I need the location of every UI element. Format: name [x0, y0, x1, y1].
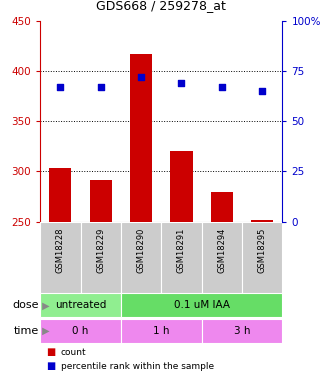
Text: ▶: ▶ [39, 326, 49, 336]
Text: percentile rank within the sample: percentile rank within the sample [61, 362, 214, 370]
Point [179, 80, 184, 86]
Bar [202, 222, 242, 293]
Bar [121, 293, 282, 318]
Point [58, 84, 63, 90]
Point [219, 84, 224, 90]
Text: time: time [13, 326, 39, 336]
Bar [161, 222, 202, 293]
Text: 1 h: 1 h [153, 326, 169, 336]
Text: dose: dose [12, 300, 39, 310]
Text: ■: ■ [47, 361, 56, 371]
Bar [40, 318, 121, 343]
Text: GSM18291: GSM18291 [177, 227, 186, 273]
Bar [202, 318, 282, 343]
Text: ■: ■ [47, 347, 56, 357]
Text: GSM18290: GSM18290 [137, 227, 146, 273]
Bar [242, 222, 282, 293]
Text: count: count [61, 348, 87, 357]
Point [139, 74, 144, 80]
Text: untreated: untreated [55, 300, 106, 310]
Text: 0.1 uM IAA: 0.1 uM IAA [174, 300, 230, 310]
Bar [81, 222, 121, 293]
Text: GSM18228: GSM18228 [56, 227, 65, 273]
Text: 0 h: 0 h [72, 326, 89, 336]
Point [98, 84, 103, 90]
Bar [121, 222, 161, 293]
Bar [40, 222, 81, 293]
Text: GSM18295: GSM18295 [258, 227, 267, 273]
Bar [170, 152, 193, 222]
Text: GSM18229: GSM18229 [96, 227, 105, 273]
Text: GSM18294: GSM18294 [217, 227, 226, 273]
Point [260, 88, 265, 94]
Bar [40, 293, 121, 318]
Bar [251, 220, 273, 222]
Text: 3 h: 3 h [234, 326, 250, 336]
Bar [130, 54, 152, 222]
Bar [49, 168, 72, 222]
Bar [211, 192, 233, 222]
Text: ▶: ▶ [39, 300, 49, 310]
Bar [121, 318, 202, 343]
Text: GDS668 / 259278_at: GDS668 / 259278_at [96, 0, 225, 12]
Bar [90, 180, 112, 222]
